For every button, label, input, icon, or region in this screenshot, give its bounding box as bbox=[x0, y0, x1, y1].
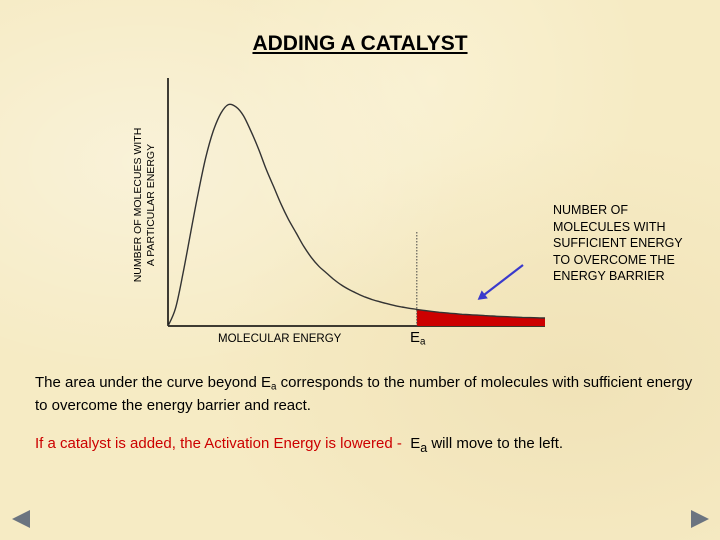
paragraph1-text-b: corresponds to the number of molecules w… bbox=[35, 374, 693, 415]
paragraph1-sub: a bbox=[271, 381, 277, 393]
catalyst-red-text: If a catalyst is added, the Activation E… bbox=[35, 435, 402, 452]
paragraph2-text-b: will move to the left. bbox=[427, 435, 564, 452]
triangle-right-icon[interactable] bbox=[689, 508, 711, 530]
y-axis-label-line1: NUMBER OF MOLECUES WITH bbox=[132, 127, 144, 283]
ea-label: Ea bbox=[410, 329, 425, 347]
paragraph2-sub: a bbox=[420, 441, 428, 455]
paragraph1-text-a: The area under the curve beyond E bbox=[35, 374, 271, 391]
ea-label-sub: a bbox=[420, 336, 426, 348]
catalyst-paragraph: If a catalyst is added, the Activation E… bbox=[35, 434, 695, 458]
shaded-area-annotation: NUMBER OF MOLECULES WITH SUFFICIENT ENER… bbox=[553, 203, 683, 283]
y-axis-label-line2: A PARTICULAR ENERGY bbox=[145, 143, 157, 267]
x-axis-label: MOLECULAR ENERGY bbox=[218, 333, 342, 345]
slide-title: ADDING A CATALYST bbox=[252, 32, 468, 55]
ea-label-main: E bbox=[410, 329, 421, 346]
explanation-paragraph: The area under the curve beyond Ea corre… bbox=[35, 373, 695, 415]
annotation-arrow bbox=[479, 264, 524, 299]
distribution-curve bbox=[167, 103, 546, 327]
y-axis-label: NUMBER OF MOLECUES WITH A PARTICULAR ENE… bbox=[132, 110, 158, 300]
chart-axes bbox=[167, 78, 545, 327]
annotation-arrow-head bbox=[477, 290, 488, 300]
triangle-left-icon[interactable] bbox=[10, 508, 32, 530]
paragraph2-text-a: E bbox=[401, 435, 421, 452]
